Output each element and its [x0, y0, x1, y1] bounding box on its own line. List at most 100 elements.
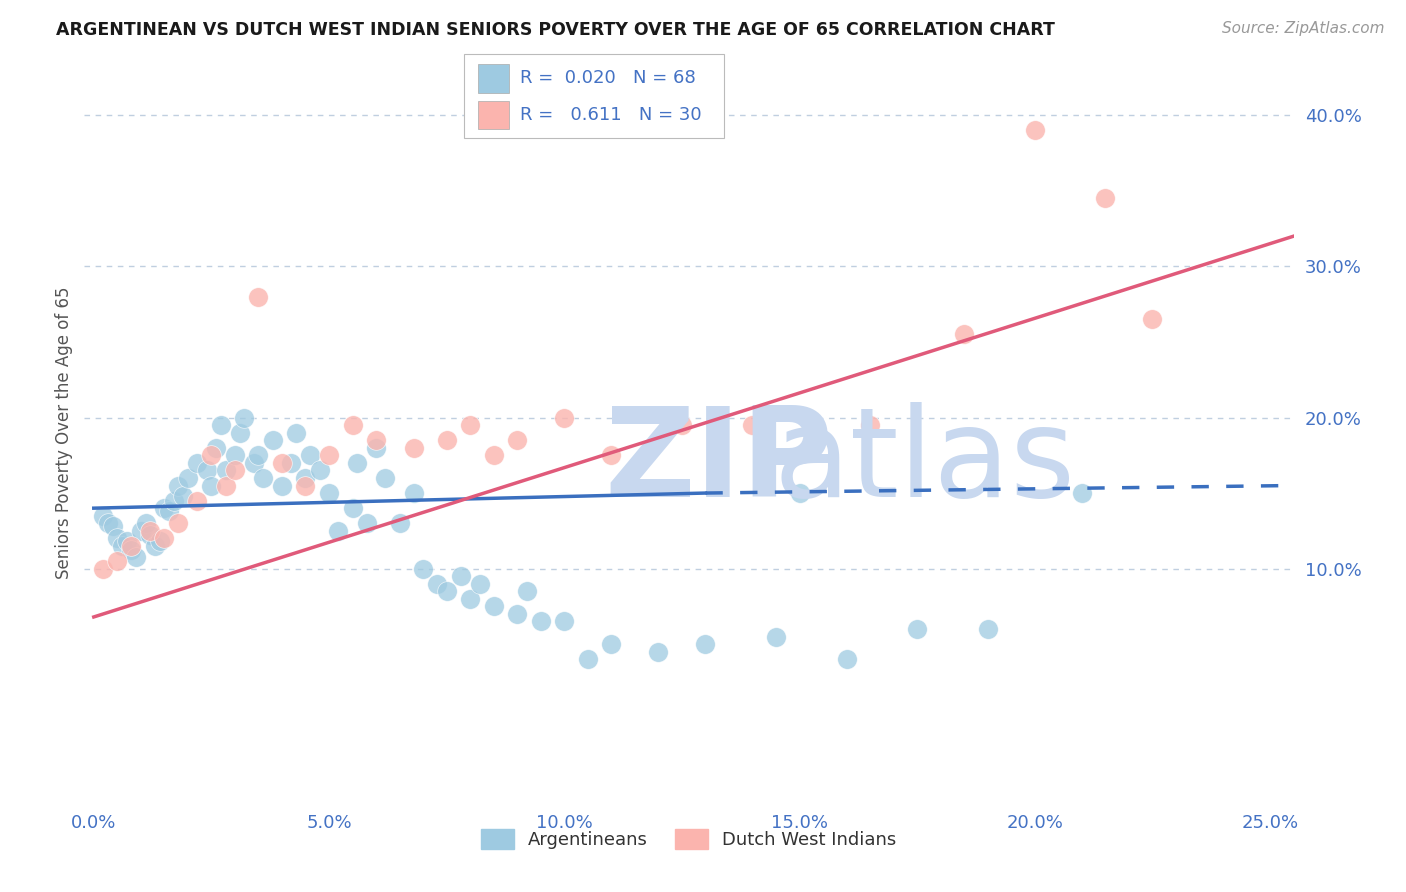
Point [458, 418, 481, 433]
Text: ARGENTINEAN VS DUTCH WEST INDIAN SENIORS POVERTY OVER THE AGE OF 65 CORRELATION : ARGENTINEAN VS DUTCH WEST INDIAN SENIORS… [56, 21, 1054, 38]
Text: R =  0.020   N = 68: R = 0.020 N = 68 [520, 70, 696, 87]
Point [364, 441, 387, 455]
Point [482, 448, 505, 462]
Point [271, 456, 294, 470]
Point [120, 543, 142, 558]
Point [765, 630, 787, 644]
Point [356, 516, 378, 531]
Point [600, 637, 623, 651]
Point [402, 486, 425, 500]
Point [200, 478, 222, 492]
Point [224, 463, 246, 477]
Point [1094, 191, 1116, 205]
Point [318, 448, 340, 462]
Point [105, 532, 128, 546]
Point [516, 584, 538, 599]
Point [233, 410, 256, 425]
Point [105, 554, 128, 568]
Point [120, 539, 142, 553]
Point [342, 501, 364, 516]
Point [482, 599, 505, 614]
Point [308, 463, 330, 477]
Point [205, 441, 228, 455]
Point [553, 410, 575, 425]
Point [262, 433, 284, 447]
Point [195, 463, 218, 477]
Point [228, 425, 250, 440]
Point [789, 486, 811, 500]
Point [167, 478, 190, 492]
Point [953, 327, 976, 342]
Point [600, 448, 623, 462]
Point [647, 645, 669, 659]
Point [157, 504, 180, 518]
Point [450, 569, 472, 583]
Point [1070, 486, 1092, 500]
Point [294, 471, 316, 485]
Point [458, 591, 481, 606]
Point [364, 433, 387, 447]
Point [200, 448, 222, 462]
Point [247, 290, 270, 304]
Point [247, 448, 270, 462]
Point [530, 615, 553, 629]
Point [129, 524, 152, 538]
Legend: Argentineans, Dutch West Indians: Argentineans, Dutch West Indians [474, 822, 904, 856]
Text: Source: ZipAtlas.com: Source: ZipAtlas.com [1222, 21, 1385, 36]
Point [214, 463, 236, 477]
Point [468, 576, 491, 591]
Point [318, 486, 340, 500]
Point [153, 532, 176, 546]
Point [167, 516, 190, 531]
Point [224, 448, 246, 462]
Point [172, 489, 194, 503]
Point [346, 456, 368, 470]
Point [1142, 312, 1164, 326]
Point [115, 534, 138, 549]
Point [280, 456, 302, 470]
Point [177, 471, 200, 485]
Point [91, 508, 114, 523]
Point [374, 471, 396, 485]
Point [139, 528, 162, 542]
Point [695, 637, 717, 651]
Point [506, 607, 529, 621]
Point [342, 418, 364, 433]
Point [186, 456, 208, 470]
Point [426, 576, 449, 591]
Point [328, 524, 350, 538]
Point [163, 493, 186, 508]
Point [111, 539, 134, 553]
Point [143, 539, 166, 553]
Point [576, 652, 599, 666]
Point [412, 561, 434, 575]
Y-axis label: Seniors Poverty Over the Age of 65: Seniors Poverty Over the Age of 65 [55, 286, 73, 579]
Point [91, 561, 114, 575]
Point [271, 478, 294, 492]
Point [101, 519, 124, 533]
Point [741, 418, 763, 433]
Point [976, 622, 998, 636]
Point [294, 478, 316, 492]
Point [139, 524, 162, 538]
Point [905, 622, 928, 636]
Text: R =   0.611   N = 30: R = 0.611 N = 30 [520, 106, 702, 124]
Point [299, 448, 322, 462]
Point [97, 516, 120, 531]
Point [671, 418, 693, 433]
Point [859, 418, 882, 433]
Point [186, 493, 208, 508]
Point [388, 516, 411, 531]
Point [1024, 123, 1046, 137]
Point [209, 418, 232, 433]
Text: ZIP: ZIP [605, 401, 832, 523]
Point [153, 501, 176, 516]
Text: atlas: atlas [773, 401, 1076, 523]
Point [135, 516, 157, 531]
Point [402, 441, 425, 455]
Point [285, 425, 308, 440]
Point [436, 433, 458, 447]
Point [125, 549, 148, 564]
Point [214, 478, 236, 492]
Point [252, 471, 274, 485]
